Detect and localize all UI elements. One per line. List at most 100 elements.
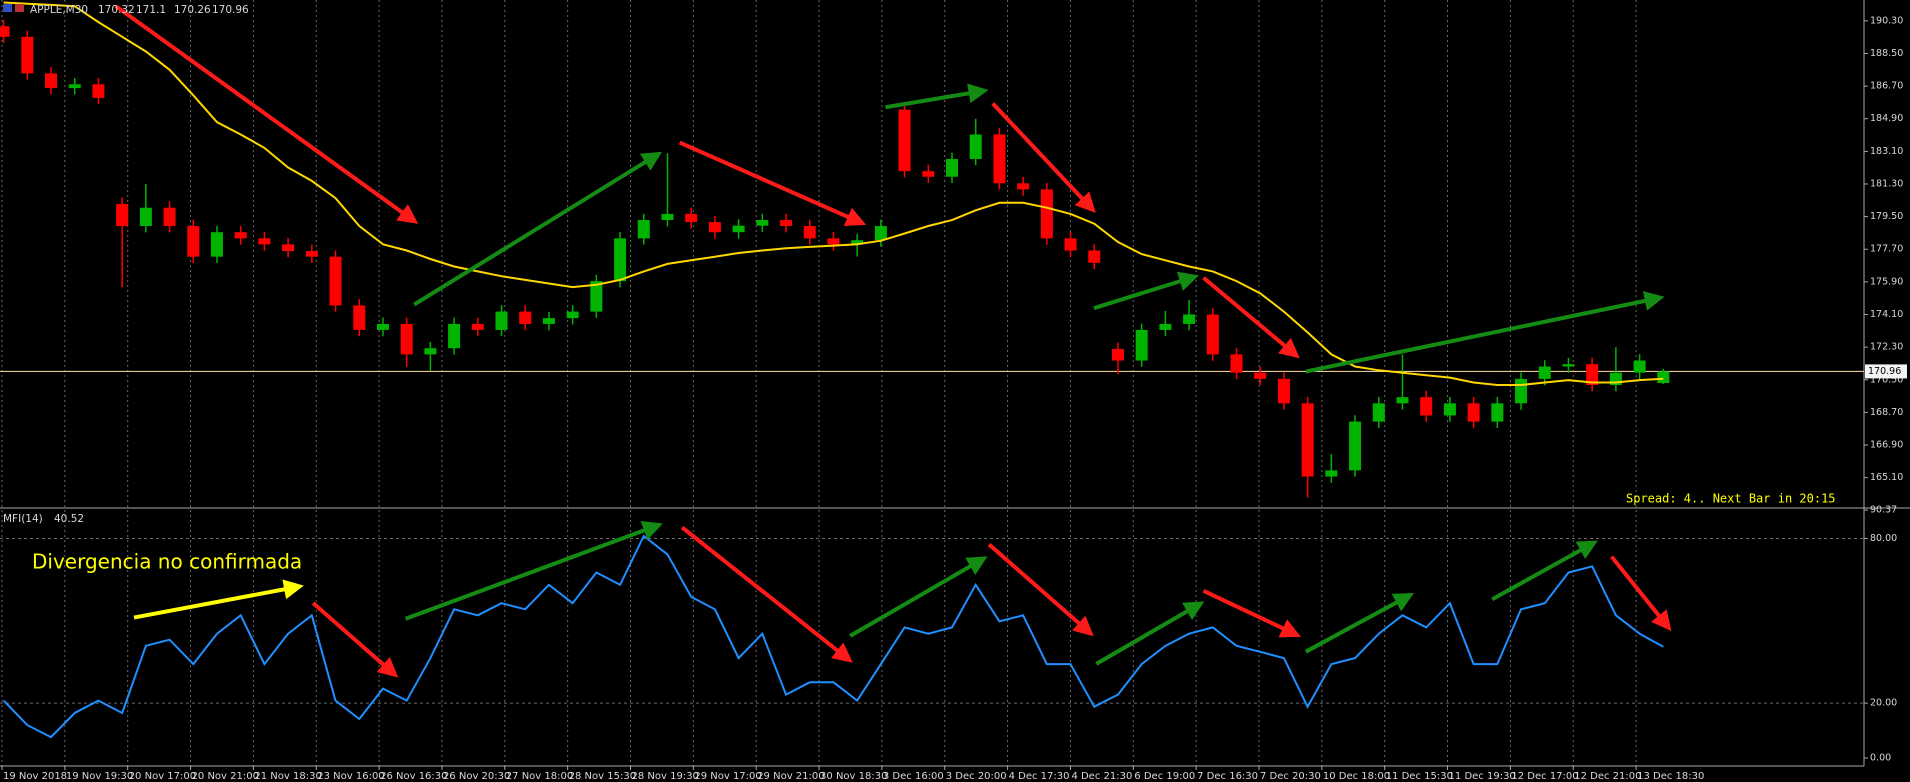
- y-tick-label: 184.90: [1870, 113, 1903, 124]
- annotation-arrow: [1095, 601, 1205, 666]
- annotation-arrow: [1305, 291, 1665, 374]
- candle-body: [400, 323, 413, 355]
- annotation-arrow: [1610, 555, 1672, 632]
- candle-body: [637, 220, 650, 239]
- annotation-arrow: [133, 579, 304, 620]
- x-tick-label: 3 Dec 16:00: [883, 771, 944, 782]
- x-tick-label: 19 Nov 2018: [3, 771, 67, 782]
- indicator-title: MFI(14): [3, 513, 43, 525]
- y-tick-label: 20.00: [1870, 698, 1897, 709]
- y-tick-label: 179.50: [1870, 211, 1903, 222]
- y-tick-label: 188.50: [1870, 48, 1903, 59]
- candle-body: [92, 84, 105, 98]
- annotation-arrow: [1202, 588, 1301, 638]
- y-tick-label: 165.10: [1870, 472, 1903, 483]
- y-tick-label: 174.10: [1870, 309, 1903, 320]
- candle-body: [1349, 421, 1362, 471]
- x-tick-label: 23 Nov 16:00: [317, 771, 384, 782]
- candle-body: [1633, 360, 1646, 373]
- candle-body: [780, 220, 793, 227]
- ohlc-high: 171.1: [136, 4, 166, 16]
- x-tick-label: 4 Dec 17:30: [1009, 771, 1070, 782]
- x-tick-label: 11 Dec 15:30: [1386, 771, 1453, 782]
- y-tick-label: 0.00: [1870, 753, 1891, 764]
- candle-body: [756, 220, 769, 226]
- ohlc-close: 170.96: [212, 4, 249, 16]
- annotation: Divergencia no confirmada: [32, 550, 302, 574]
- x-tick-label: 26 Nov 20:30: [443, 771, 510, 782]
- candle-body: [21, 36, 34, 74]
- candle-body: [661, 213, 674, 221]
- annotation-arrow: [987, 542, 1094, 637]
- x-tick-label: 7 Dec 20:30: [1260, 771, 1321, 782]
- candle-body: [139, 207, 152, 227]
- candle-body: [45, 73, 58, 89]
- annotation-arrow: [1304, 593, 1414, 654]
- candle-body: [1040, 189, 1053, 239]
- candle-body: [922, 171, 935, 177]
- ohlc-low: 170.26: [174, 4, 211, 16]
- annotation-arrow: [991, 102, 1096, 213]
- y-tick-label: 186.70: [1870, 81, 1903, 92]
- candle-body: [1159, 323, 1172, 330]
- ohlc-open: 170.32: [98, 4, 135, 16]
- annotation-arrow: [311, 601, 399, 678]
- y-tick-label: 175.90: [1870, 276, 1903, 287]
- grid-layer: [0, 0, 1868, 770]
- candle-body: [1230, 354, 1243, 373]
- candle-body: [1443, 403, 1456, 416]
- y-tick-label: 166.90: [1870, 440, 1903, 451]
- candle-body: [1586, 364, 1599, 386]
- x-tick-label: 13 Dec 18:30: [1637, 771, 1704, 782]
- annotation-arrow: [1093, 271, 1199, 311]
- x-tick-label: 10 Dec 18:00: [1323, 771, 1390, 782]
- candle-body: [803, 226, 816, 239]
- x-tick-label: 4 Dec 21:30: [1071, 771, 1132, 782]
- candle-body: [614, 238, 627, 282]
- annotation-arrow: [849, 556, 988, 638]
- candle-body: [448, 323, 461, 349]
- candle-body: [116, 203, 129, 227]
- candle-body: [1088, 250, 1101, 263]
- x-tick-label: 28 Nov 19:30: [632, 771, 699, 782]
- candle-body: [258, 238, 271, 245]
- candle-body: [1064, 238, 1077, 251]
- candle-body: [376, 323, 389, 330]
- price-label: 170.96: [1868, 366, 1901, 377]
- annotation-arrow: [885, 83, 989, 110]
- x-tick-label: 30 Nov 18:30: [820, 771, 887, 782]
- y-tick-label: 80.00: [1870, 533, 1897, 544]
- candle-body: [187, 226, 200, 257]
- x-tick-label: 12 Dec 17:00: [1511, 771, 1578, 782]
- candle-body: [1301, 403, 1314, 477]
- candle-body: [1277, 378, 1290, 404]
- y-tick-label: 183.10: [1870, 146, 1903, 157]
- x-tick-label: 20 Nov 21:00: [192, 771, 259, 782]
- indicator-value: 40.52: [54, 513, 84, 525]
- x-tick-label: 26 Nov 16:30: [380, 771, 447, 782]
- candle-body: [1372, 403, 1385, 422]
- x-tick-label: 11 Dec 19:30: [1449, 771, 1516, 782]
- y-tick-label: 177.70: [1870, 244, 1903, 255]
- candle-body: [708, 222, 721, 233]
- annotation-arrow: [413, 151, 663, 307]
- chart-title: APPLE,M30: [30, 4, 88, 16]
- candle-body: [1467, 403, 1480, 422]
- y-tick-label: 90.37: [1870, 505, 1897, 516]
- x-tick-label: 27 Nov 18:00: [506, 771, 573, 782]
- annotation-arrow: [1202, 276, 1300, 359]
- candle-body: [329, 256, 342, 306]
- annotation-arrow: [1491, 540, 1598, 602]
- candle-body: [590, 281, 603, 312]
- candle-body: [1135, 329, 1148, 361]
- x-tick-label: 28 Nov 15:30: [569, 771, 636, 782]
- symbol-icon: [3, 4, 12, 12]
- annotation-arrow: [678, 140, 867, 226]
- candle-body: [495, 311, 508, 330]
- annotation-arrow: [114, 4, 419, 224]
- indicator-line: [2, 534, 1664, 739]
- x-tick-label: 19 Nov 19:30: [66, 771, 133, 782]
